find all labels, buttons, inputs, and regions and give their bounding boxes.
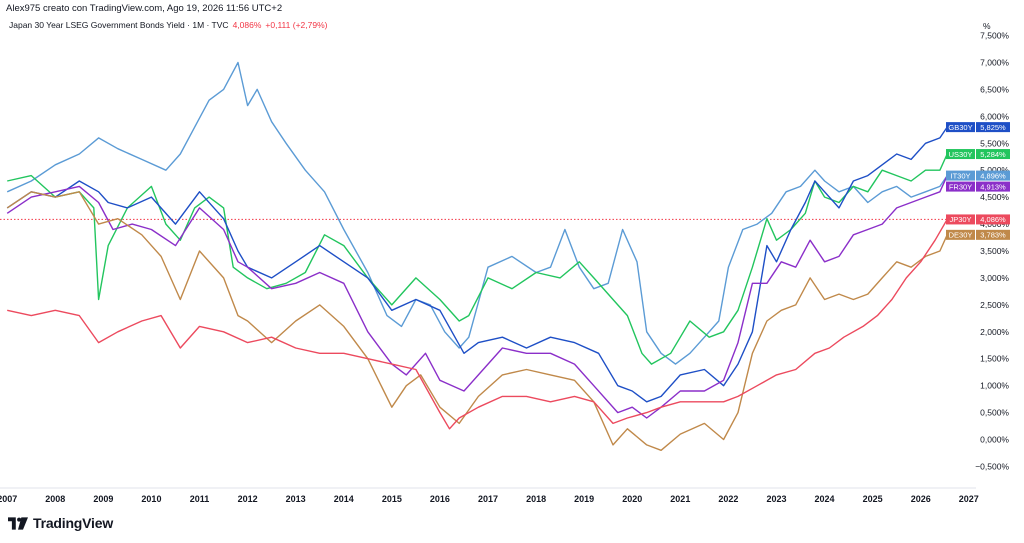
- x-tick-label: 2010: [141, 494, 161, 504]
- price-tag-name-box: [946, 181, 975, 192]
- x-tick-label: 2008: [45, 494, 65, 504]
- x-tick-label: 2027: [959, 494, 979, 504]
- tradingview-logo-icon: [8, 516, 28, 530]
- x-axis[interactable]: 2007 2008 2009 2010 2011 2012 2013 2014 2015 2016…: [0, 487, 979, 504]
- x-tick-label: 2025: [863, 494, 883, 504]
- series-line-us30y[interactable]: [7, 153, 948, 365]
- price-tag-name-box: [946, 122, 975, 133]
- series-line-fr30y[interactable]: [6, 175, 948, 419]
- price-tag-gb30y: GB30Y 5,825%: [946, 122, 1010, 133]
- y-axis[interactable]: % 7,500%7,000%6,500%6,000%5,500%5,000%4,…: [975, 21, 1009, 471]
- x-tick-label: 2015: [382, 494, 402, 504]
- price-tag-name: US30Y: [949, 150, 973, 159]
- series-line-gb30y[interactable]: [6, 126, 948, 403]
- price-tag-name: JP30Y: [949, 215, 971, 224]
- price-tag-value: 5,825%: [980, 123, 1006, 132]
- price-tag-name: GB30Y: [948, 123, 972, 132]
- y-tick-label: −0,500%: [975, 461, 1009, 471]
- y-tick-label: 5,000%: [980, 165, 1009, 175]
- author-credit: Alex975 creato con TradingView.com, Ago …: [6, 3, 283, 14]
- price-tag-value-box: [976, 229, 1010, 240]
- price-tag-value: 5,284%: [980, 150, 1006, 159]
- price-tag-name-box: [946, 229, 975, 240]
- x-tick-label: 2014: [334, 494, 354, 504]
- price-tag-name-box: [946, 214, 975, 225]
- price-tag-jp30y: JP30Y 4,086%: [946, 214, 1010, 225]
- price-tag-value: 4,086%: [980, 215, 1006, 224]
- series-layer: [6, 61, 948, 451]
- x-tick-label: 2022: [718, 494, 738, 504]
- price-tag-value-box: [976, 122, 1010, 133]
- price-tag-fr30y: FR30Y 4,913%: [946, 181, 1010, 192]
- y-tick-label: 3,000%: [980, 273, 1009, 283]
- x-tick-label: 2013: [286, 494, 306, 504]
- price-tag-name: IT30Y: [950, 171, 970, 180]
- y-tick-label: 3,500%: [980, 246, 1009, 256]
- y-tick-label: 1,000%: [980, 381, 1009, 391]
- y-tick-label: 4,500%: [980, 192, 1009, 202]
- symbol-legend[interactable]: Japan 30 Year LSEG Government Bonds Yiel…: [9, 20, 327, 30]
- y-tick-label: 2,000%: [980, 327, 1009, 337]
- y-tick-label: 0,000%: [980, 435, 1009, 445]
- price-tag-value-box: [976, 214, 1010, 225]
- price-tag-name: DE30Y: [949, 231, 973, 240]
- price-tag-value-box: [976, 170, 1010, 181]
- price-tag-value-box: [976, 149, 1010, 160]
- price-tag-us30y: US30Y 5,284%: [946, 149, 1010, 160]
- x-tick-label: 2020: [622, 494, 642, 504]
- x-tick-label: 2023: [766, 494, 786, 504]
- symbol-change: +0,111 (+2,79%): [265, 20, 328, 30]
- x-tick-label: 2024: [815, 494, 835, 504]
- price-tag-value-box: [976, 181, 1010, 192]
- tradingview-brand[interactable]: TradingView: [8, 515, 113, 531]
- x-tick-label: 2007: [0, 494, 17, 504]
- price-tag-value: 4,896%: [980, 171, 1006, 180]
- y-tick-label: 0,500%: [980, 408, 1009, 418]
- y-tick-label: 7,500%: [980, 31, 1009, 41]
- price-tag-it30y: IT30Y 4,896%: [946, 170, 1010, 181]
- x-tick-label: 2012: [238, 494, 258, 504]
- symbol-name: Japan 30 Year LSEG Government Bonds Yiel…: [9, 20, 229, 30]
- price-tag-de30y: DE30Y 3,783%: [946, 229, 1010, 240]
- x-tick-label: 2018: [526, 494, 546, 504]
- y-tick-label: 2,500%: [980, 300, 1009, 310]
- brand-name: TradingView: [33, 515, 114, 531]
- x-tick-label: 2016: [430, 494, 450, 504]
- symbol-last-value: 4,086%: [232, 20, 262, 30]
- series-line-de30y[interactable]: [6, 191, 948, 451]
- y-tick-label: 6,500%: [980, 84, 1009, 94]
- price-tags: GB30Y 5,825% US30Y 5,284% IT30Y 4,896% FR30Y 4,…: [946, 122, 1010, 240]
- y-tick-label: 5,500%: [980, 138, 1009, 148]
- price-tag-name-box: [946, 170, 975, 181]
- x-tick-label: 2026: [911, 494, 931, 504]
- price-tag-value: 4,913%: [980, 182, 1006, 191]
- x-tick-label: 2017: [478, 494, 498, 504]
- price-tag-name-box: [946, 149, 975, 160]
- series-line-jp30y[interactable]: [7, 219, 948, 430]
- price-tag-name: FR30Y: [949, 182, 972, 191]
- y-tick-label: 1,500%: [980, 354, 1009, 364]
- y-tick-label: 6,000%: [980, 111, 1009, 121]
- x-tick-label: 2021: [670, 494, 690, 504]
- x-tick-label: 2009: [93, 494, 113, 504]
- price-tag-value: 3,783%: [980, 231, 1006, 240]
- y-axis-unit-label: %: [983, 21, 991, 31]
- x-tick-label: 2011: [190, 494, 210, 504]
- x-tick-label: 2019: [574, 494, 594, 504]
- y-tick-label: 7,000%: [980, 57, 1009, 67]
